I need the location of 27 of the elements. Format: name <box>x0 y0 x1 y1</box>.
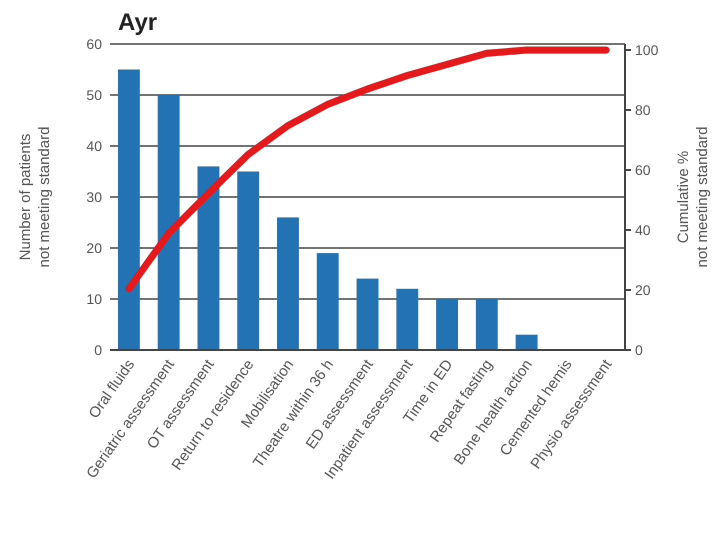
y-tick-label: 60 <box>86 36 102 52</box>
y2-tick-label: 20 <box>635 282 651 298</box>
bar <box>316 253 339 350</box>
y-tick-label: 10 <box>86 290 102 307</box>
y-tick-label: 40 <box>86 138 102 154</box>
y-tick-label: 30 <box>86 188 102 205</box>
bar <box>118 70 140 350</box>
bar <box>277 217 299 350</box>
bar <box>356 278 378 350</box>
bar <box>516 334 538 350</box>
y2-tick-label: 80 <box>635 102 651 118</box>
y2-tick-label: 40 <box>635 222 651 238</box>
bar <box>436 299 458 350</box>
y2-axis-title: Cumulative % not meeting standard <box>675 126 711 268</box>
y-tick-label: 20 <box>86 240 102 256</box>
chart-title: Ayr <box>118 9 158 36</box>
y-tick-label: 50 <box>86 86 102 103</box>
y-axis-title: Number of patients not meeting standard <box>17 126 53 268</box>
y2-tick-label: 100 <box>635 42 659 58</box>
y2-tick-label: 60 <box>635 162 651 178</box>
y-tick-label: 0 <box>94 342 102 358</box>
bar <box>158 95 180 350</box>
bar <box>476 299 498 350</box>
bar <box>237 172 260 350</box>
bar <box>396 288 418 350</box>
y2-tick-label: 0 <box>635 342 643 358</box>
bar <box>197 166 220 350</box>
